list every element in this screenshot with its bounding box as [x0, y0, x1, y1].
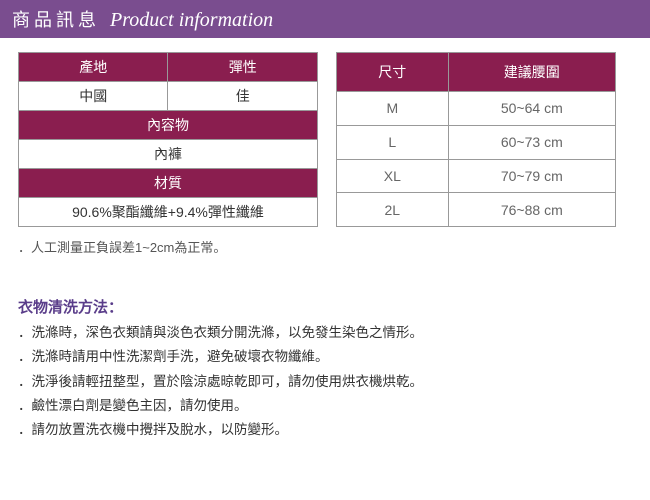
- table-row: 2L 76~88 cm: [337, 193, 616, 227]
- wash-item: ．請勿放置洗衣機中攪拌及脫水，以防變形。: [18, 418, 632, 442]
- wash-instructions: ．洗滌時，深色衣類請與淡色衣類分開洗滌，以免發生染色之情形。 ．洗滌時請用中性洗…: [18, 321, 632, 442]
- wash-item: ．鹼性漂白劑是變色主因，請勿使用。: [18, 394, 632, 418]
- td-size: XL: [337, 159, 449, 193]
- table-row: XL 70~79 cm: [337, 159, 616, 193]
- th-material: 材質: [19, 169, 318, 198]
- wash-item: ．洗滌時請用中性洗潔劑手洗，避免破壞衣物纖維。: [18, 345, 632, 369]
- wash-item: ．洗滌時，深色衣類請與淡色衣類分開洗滌，以免發生染色之情形。: [18, 321, 632, 345]
- banner: 商品訊息 Product information: [0, 0, 650, 38]
- td-material: 90.6%聚酯纖維+9.4%彈性纖維: [19, 198, 318, 227]
- tables-row: 產地 彈性 中國 佳 內容物 內褲 材質 90.6%聚酯纖維+9.4%彈性纖維 …: [18, 52, 632, 227]
- product-spec-table: 產地 彈性 中國 佳 內容物 內褲 材質 90.6%聚酯纖維+9.4%彈性纖維: [18, 52, 318, 227]
- td-waist: 76~88 cm: [448, 193, 615, 227]
- banner-title-zh: 商品訊息: [12, 6, 100, 32]
- table-row: L 60~73 cm: [337, 125, 616, 159]
- td-size: L: [337, 125, 449, 159]
- th-elasticity: 彈性: [168, 53, 318, 82]
- td-elasticity: 佳: [168, 82, 318, 111]
- td-contents: 內褲: [19, 140, 318, 169]
- wash-title: 衣物清洗方法：: [18, 296, 632, 317]
- th-contents: 內容物: [19, 111, 318, 140]
- th-waist: 建議腰圍: [448, 53, 615, 92]
- banner-title-en: Product information: [110, 9, 273, 32]
- table-row: M 50~64 cm: [337, 92, 616, 126]
- th-size: 尺寸: [337, 53, 449, 92]
- td-waist: 70~79 cm: [448, 159, 615, 193]
- size-table: 尺寸 建議腰圍 M 50~64 cm L 60~73 cm XL 70~79 c…: [336, 52, 616, 227]
- wash-item: ．洗淨後請輕扭整型，置於陰涼處晾乾即可，請勿使用烘衣機烘乾。: [18, 370, 632, 394]
- td-waist: 60~73 cm: [448, 125, 615, 159]
- content-area: 產地 彈性 中國 佳 內容物 內褲 材質 90.6%聚酯纖維+9.4%彈性纖維 …: [0, 38, 650, 442]
- td-size: 2L: [337, 193, 449, 227]
- td-origin: 中國: [19, 82, 168, 111]
- td-size: M: [337, 92, 449, 126]
- th-origin: 產地: [19, 53, 168, 82]
- measurement-note: ．人工測量正負誤差1~2cm為正常。: [18, 237, 632, 256]
- td-waist: 50~64 cm: [448, 92, 615, 126]
